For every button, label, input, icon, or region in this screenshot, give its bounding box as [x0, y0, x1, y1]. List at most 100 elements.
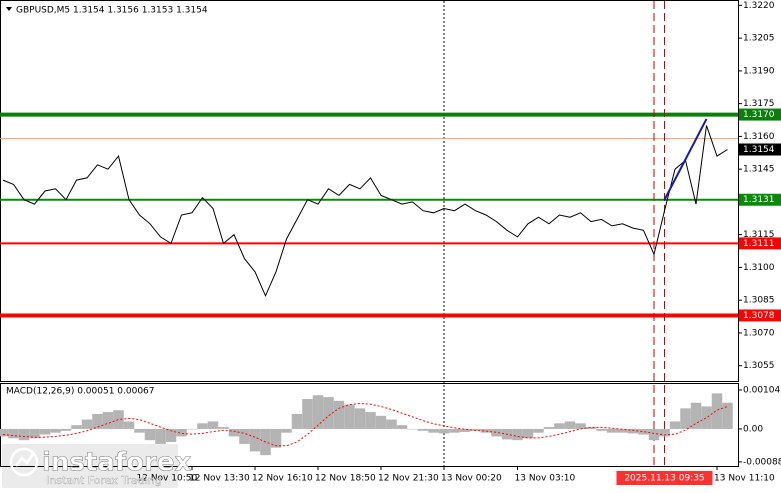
y-tick-label: 1.3145	[743, 165, 775, 175]
macd-bar	[123, 421, 135, 429]
macd-bar	[491, 428, 502, 437]
macd-bar	[228, 428, 240, 437]
macd-bar	[8, 428, 19, 439]
macd-bar	[659, 428, 670, 437]
macd-bar	[407, 428, 418, 430]
macd-bar	[606, 428, 618, 433]
macd-bar	[575, 423, 586, 429]
macd-bar	[669, 421, 681, 429]
macd-bar	[449, 428, 460, 433]
price-header: GBPUSD,M5 1.3154 1.3156 1.3153 1.3154	[16, 6, 208, 16]
macd-bar	[165, 428, 177, 443]
macd-bar	[711, 393, 723, 429]
macd-bar	[60, 428, 72, 431]
watermark-logo-mark	[15, 453, 35, 467]
x-tick-label: 12 Nov 13:30	[189, 474, 250, 484]
macd-bar	[701, 406, 712, 429]
macd-bar	[375, 415, 387, 429]
x-tick-label: 13 Nov 03:10	[515, 474, 576, 484]
last-price-label: 1.3154	[743, 145, 775, 155]
macd-bar	[102, 412, 114, 429]
y-tick-label: 1.3070	[743, 328, 775, 338]
macd-bar	[207, 421, 219, 429]
macd-bar	[438, 428, 450, 434]
macd-bar	[417, 428, 429, 431]
macd-bar	[564, 421, 576, 429]
macd-bar	[270, 428, 282, 448]
x-tick-label: 13 Nov 11:10	[714, 474, 775, 484]
level-tag	[739, 237, 781, 250]
y-tick-label: 1.3085	[743, 296, 775, 306]
watermark-brand: instaforex	[42, 448, 192, 478]
y-tick-label: 1.3100	[743, 263, 775, 273]
macd-bar	[312, 395, 324, 429]
level-tag-label: 1.3170	[743, 110, 775, 120]
level-tag-label: 1.3131	[743, 195, 775, 205]
macd-bar	[585, 427, 597, 429]
macd-panel	[0, 383, 739, 467]
macd-bar	[81, 419, 93, 429]
macd-bar	[690, 402, 702, 429]
price-line	[2, 125, 728, 298]
macd-bar	[533, 428, 544, 433]
macd-bar	[155, 428, 166, 444]
x-tick-label: 12 Nov 16:10	[252, 474, 313, 484]
level-tag-label: 1.3111	[743, 239, 775, 249]
macd-bar	[386, 419, 397, 429]
y-tick-label: 1.3220	[743, 1, 775, 11]
macd-bar	[281, 428, 292, 433]
macd-bar	[396, 425, 408, 429]
macd-bar	[722, 402, 733, 429]
macd-bar	[638, 428, 649, 435]
y-tick-label: 0.00	[743, 424, 763, 434]
macd-bar	[0, 428, 9, 437]
level-tag-label: 1.3078	[743, 311, 775, 321]
macd-bar	[596, 428, 607, 431]
macd-bar	[92, 413, 103, 429]
macd-bar	[428, 428, 439, 433]
macd-bar	[459, 428, 471, 432]
watermark: instaforex Instant Forex Trading	[2, 444, 192, 488]
macd-bar	[186, 428, 198, 430]
macd-bar	[291, 413, 303, 429]
macd-bar	[50, 428, 61, 433]
macd-bar	[18, 428, 30, 441]
macd-bar	[239, 428, 250, 444]
cursor-tag-label: 2025.11.13 09:35	[624, 474, 704, 484]
macd-bar	[648, 428, 660, 441]
level-tag	[739, 108, 781, 121]
y-tick-label: 1.3055	[743, 361, 775, 371]
macd-bar	[197, 423, 208, 429]
macd-bar	[554, 423, 565, 429]
y-tick-label: 1.3175	[743, 99, 775, 109]
macd-bar	[134, 428, 145, 433]
macd-bar	[249, 428, 261, 452]
y-tick-label: 1.3205	[743, 34, 775, 44]
watermark-backdrop	[2, 444, 178, 488]
x-tick-label: 12 Nov 10:50	[137, 474, 198, 484]
y-tick-label: -0.00088	[743, 457, 781, 467]
macd-bar	[522, 428, 534, 439]
macd-bar	[470, 428, 481, 431]
watermark-logo	[9, 447, 39, 477]
macd-header: MACD(12,26,9) 0.00051 0.00067	[6, 387, 155, 397]
x-tick-label: 12 Nov 21:30	[378, 474, 439, 484]
macd-bar	[144, 428, 156, 441]
macd-bar	[218, 427, 229, 429]
macd-bar	[344, 404, 355, 429]
y-tick-label: 1.3115	[743, 230, 775, 240]
y-tick-label: 1.3190	[743, 66, 775, 76]
macd-bar	[354, 408, 366, 429]
macd-bar	[176, 428, 187, 437]
x-tick-label: 13 Nov 00:20	[441, 474, 502, 484]
header-icon	[6, 7, 12, 11]
macd-bar	[480, 428, 492, 433]
level-tag	[739, 309, 781, 322]
cursor-tag	[616, 471, 713, 485]
trend-line	[663, 118, 708, 201]
y-tick-label: 0.00104	[743, 385, 780, 395]
